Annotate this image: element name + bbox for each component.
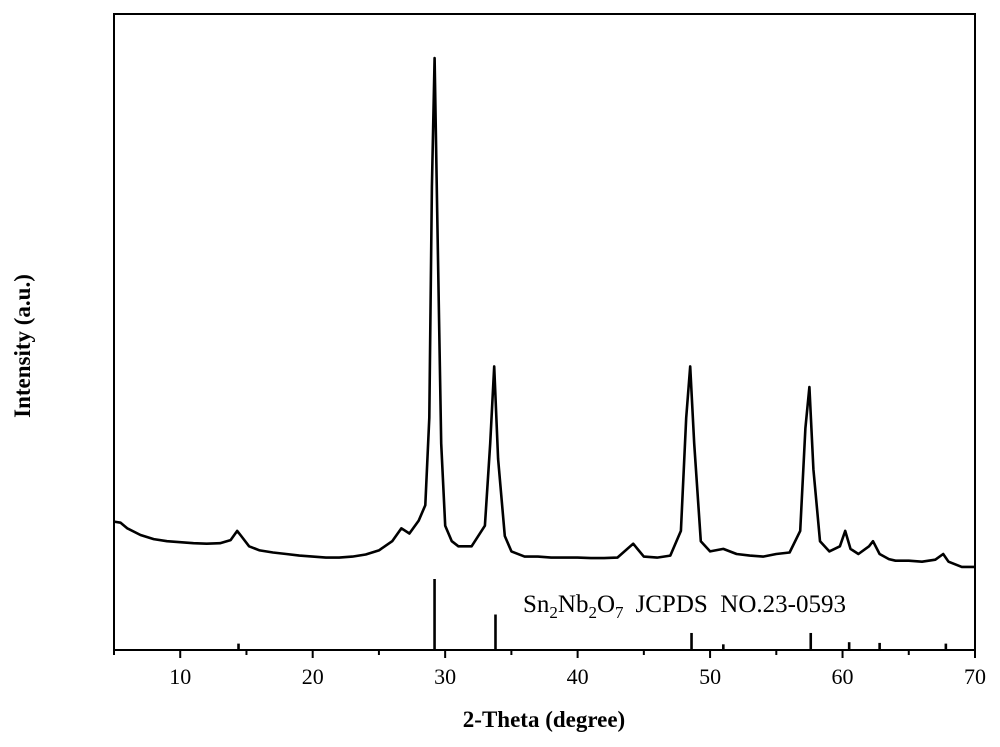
plot-frame — [114, 14, 975, 650]
ref-element-sn: Sn — [523, 591, 550, 618]
y-axis-title: Intensity (a.u.) — [10, 274, 35, 418]
x-tick-label-40: 40 — [567, 664, 589, 689]
x-axis-ticks: 10 20 30 40 50 60 70 — [114, 650, 986, 689]
ref-subscript-nb: 2 — [588, 603, 597, 622]
ref-subscript-o: 7 — [615, 603, 624, 622]
x-tick-label-50: 50 — [699, 664, 721, 689]
x-tick-label-70: 70 — [964, 664, 986, 689]
x-tick-label-20: 20 — [302, 664, 324, 689]
x-tick-label-30: 30 — [434, 664, 456, 689]
ref-element-nb: Nb — [558, 591, 589, 618]
x-tick-label-60: 60 — [832, 664, 854, 689]
ref-card-text: JCPDS NO.23-0593 — [636, 591, 846, 618]
ref-element-o: O — [597, 591, 615, 618]
x-tick-label-10: 10 — [169, 664, 191, 689]
xrd-pattern-line — [114, 58, 975, 567]
ref-subscript-sn: 2 — [549, 603, 558, 622]
reference-label: Sn2Nb2O7JCPDS NO.23-0593 — [523, 591, 846, 622]
x-axis-title: 2-Theta (degree) — [463, 707, 625, 732]
